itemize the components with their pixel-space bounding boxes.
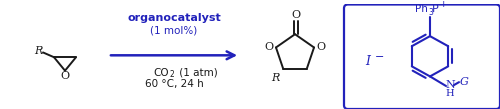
Text: I: I [366,55,370,68]
FancyBboxPatch shape [344,4,500,109]
Text: (1 mol%): (1 mol%) [150,25,198,35]
Text: organocatalyst: organocatalyst [127,13,221,23]
Text: O: O [316,42,326,52]
Text: Ph: Ph [415,4,428,14]
Text: (1 atm): (1 atm) [176,68,218,78]
Text: R: R [271,73,280,83]
Text: R: R [34,46,42,56]
Text: O: O [264,42,274,52]
Text: 3: 3 [428,8,433,17]
Text: N: N [445,80,455,90]
Text: +: + [439,0,446,9]
Text: G: G [460,77,468,87]
Text: O: O [291,10,300,20]
Text: 60 °C, 24 h: 60 °C, 24 h [144,79,204,89]
Text: 2: 2 [170,70,174,79]
Text: −: − [375,52,384,62]
Text: O: O [60,71,70,81]
Text: H: H [446,89,454,98]
Text: P: P [432,4,439,14]
Text: CO: CO [154,68,169,78]
